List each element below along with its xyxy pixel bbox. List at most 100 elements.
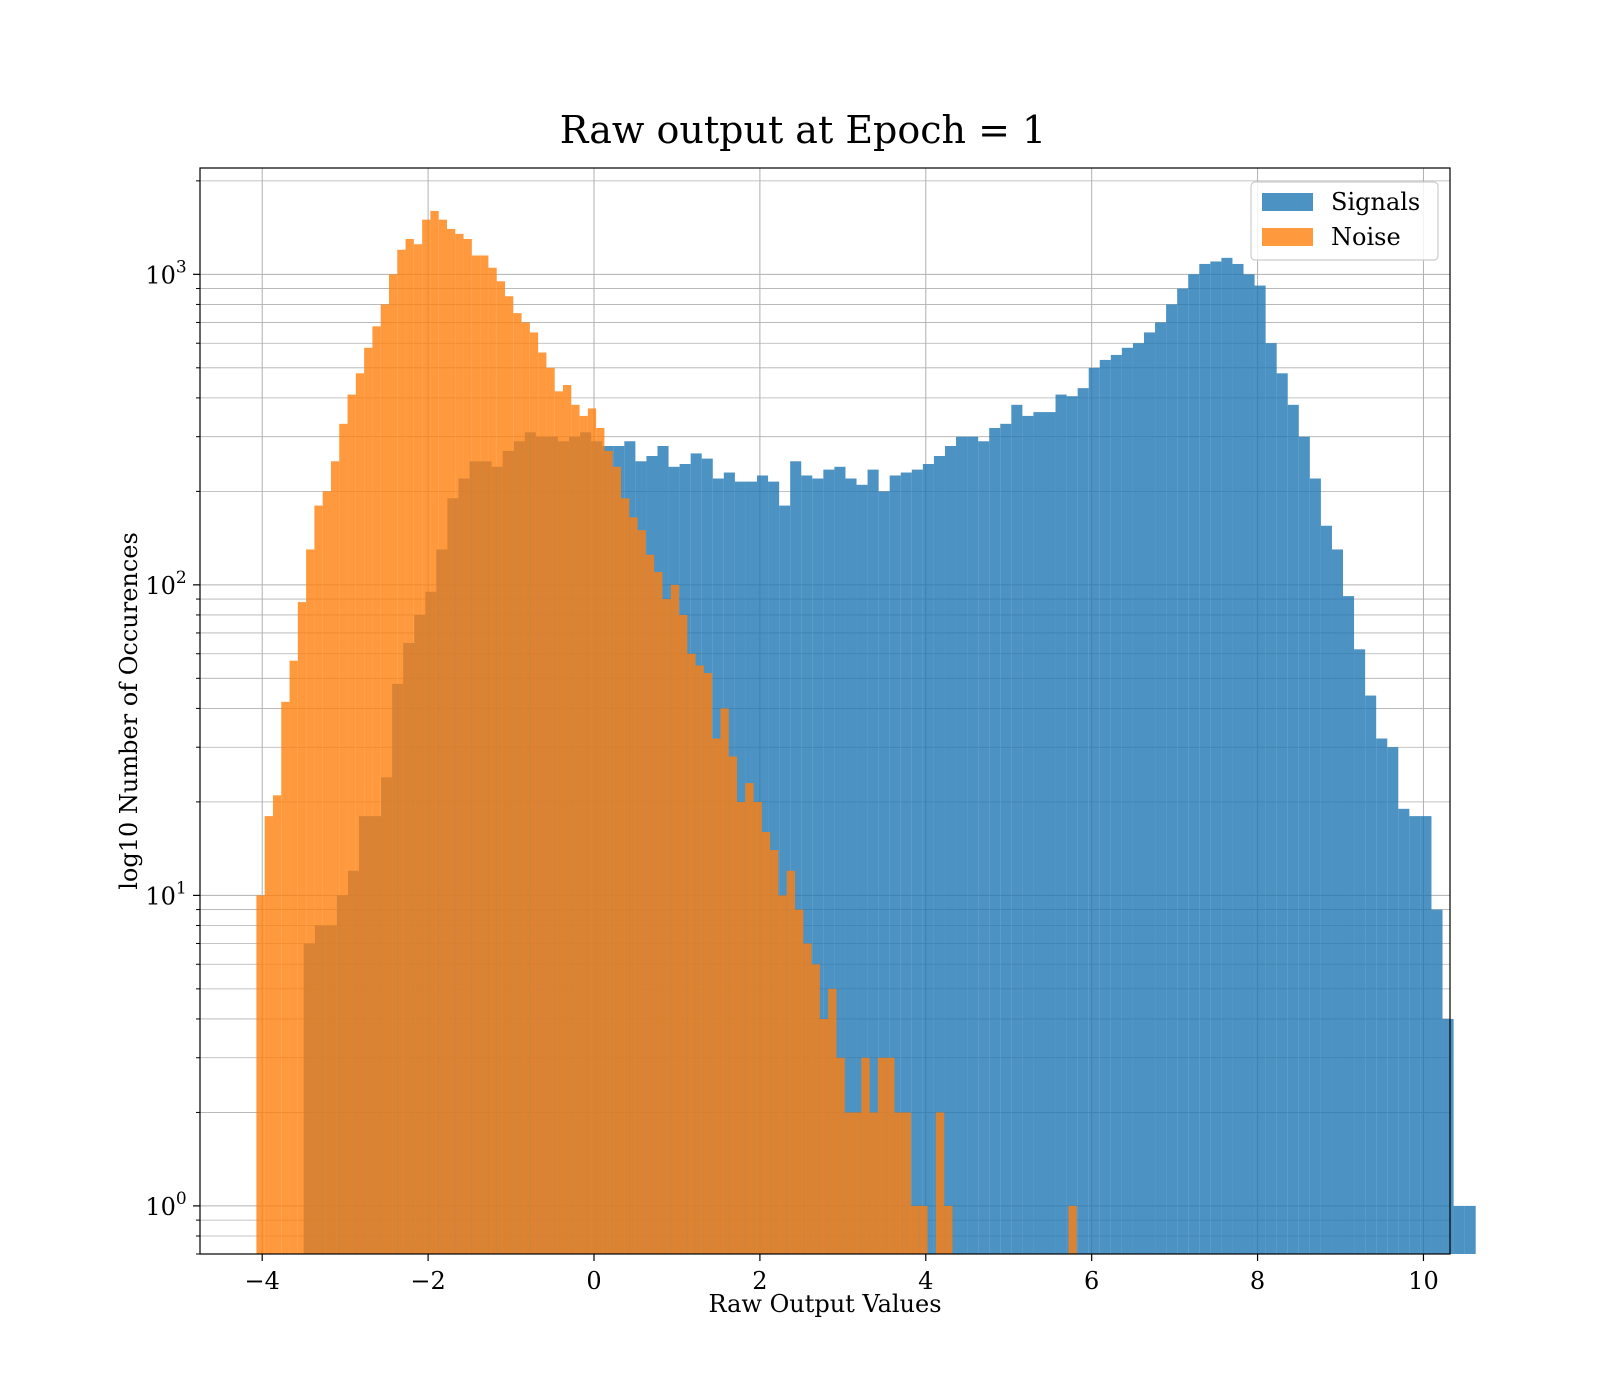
histogram-bar-noise	[703, 673, 713, 1254]
histogram-bar-signals	[989, 427, 1001, 1254]
x-axis-label: Raw Output Values	[708, 1290, 941, 1318]
x-tick-label: 10	[1408, 1267, 1439, 1295]
histogram-bar-noise	[272, 795, 282, 1254]
histogram-bar-noise	[645, 554, 655, 1254]
histogram-bar-signals	[1166, 304, 1178, 1254]
histogram-bar-signals	[834, 466, 846, 1255]
histogram-bar-signals	[1309, 478, 1321, 1254]
histogram-bar-noise	[935, 1112, 945, 1254]
histogram-bar-signals	[1420, 816, 1432, 1254]
histogram-bar-signals	[1143, 332, 1156, 1254]
histogram-bar-noise	[306, 549, 315, 1254]
x-tick-label: 8	[1250, 1267, 1265, 1295]
histogram-bar-signals	[1132, 343, 1144, 1254]
histogram-bar-noise	[388, 274, 398, 1254]
histogram-bar-noise	[1068, 1205, 1077, 1254]
y-tick-label: 102	[145, 568, 186, 600]
histogram-bar-signals	[1298, 436, 1310, 1254]
histogram-bar-noise	[289, 660, 298, 1254]
histogram-bar-noise	[397, 249, 406, 1254]
histogram-bar-noise	[745, 783, 754, 1254]
histogram-bar-noise	[786, 870, 796, 1254]
histogram-bar-signals	[1398, 808, 1410, 1254]
histogram-bar-noise	[795, 909, 804, 1254]
histogram-bar-noise	[687, 653, 696, 1254]
histogram-bar-noise	[455, 233, 464, 1254]
histogram-bar-noise	[562, 385, 572, 1254]
histogram-bar-signals	[944, 446, 957, 1254]
histogram-bar-signals	[1409, 816, 1421, 1254]
histogram-bar-noise	[679, 614, 688, 1254]
histogram-bar-noise	[761, 831, 771, 1254]
histogram-bar-noise	[836, 1057, 845, 1254]
histogram-bar-noise	[330, 461, 340, 1254]
histogram-bar-signals	[856, 484, 868, 1254]
y-tick-label: 103	[145, 257, 186, 289]
histogram-bar-noise	[604, 450, 613, 1255]
histogram-bar-noise	[488, 267, 497, 1254]
histogram-bar-signals	[1343, 596, 1355, 1254]
histogram-bar-signals	[1022, 415, 1034, 1254]
histogram-bar-noise	[844, 1112, 854, 1254]
histogram-bar-noise	[355, 373, 365, 1254]
histogram-bars	[256, 210, 1476, 1255]
histogram-bar-signals	[1077, 388, 1089, 1255]
y-tick-label: 101	[145, 878, 186, 910]
histogram-bar-noise	[853, 1112, 862, 1254]
histogram-bar-signals	[1232, 263, 1244, 1254]
histogram-bar-noise	[430, 210, 439, 1255]
histogram-bar-signals	[1354, 649, 1366, 1254]
histogram-bar-signals	[1442, 1018, 1454, 1254]
histogram-bar-noise	[554, 391, 563, 1254]
legend: Signals Noise	[1250, 181, 1439, 261]
histogram-bar-noise	[753, 801, 762, 1254]
histogram-bar-signals	[1265, 343, 1277, 1254]
histogram-bar-signals	[956, 436, 968, 1254]
y-axis-ticks: 100 101 102 103	[145, 180, 200, 1255]
histogram-bar-noise	[712, 738, 721, 1254]
y-tick-label: 100	[145, 1189, 186, 1221]
histogram-bar-noise	[380, 304, 389, 1254]
histogram-bar-noise	[513, 313, 522, 1255]
chart-title: Raw output at Epoch = 1	[560, 108, 1046, 152]
histogram-bar-signals	[1155, 322, 1167, 1254]
histogram-bar-signals	[1033, 412, 1045, 1254]
histogram-bar-signals	[878, 491, 890, 1254]
histogram-bar-noise	[546, 367, 555, 1255]
histogram-bar-noise	[297, 602, 307, 1254]
histogram-bar-noise	[314, 505, 323, 1254]
histogram-bar-signals	[1254, 285, 1266, 1255]
histogram-bar-noise	[480, 255, 489, 1255]
histogram-bar-noise	[670, 584, 680, 1254]
histogram-bar-noise	[504, 296, 514, 1254]
histogram-bar-signals	[1287, 404, 1299, 1255]
histogram-bar-noise	[372, 326, 381, 1255]
histogram-bar-signals	[1365, 695, 1377, 1254]
legend-label-noise: Noise	[1331, 223, 1401, 251]
histogram-bar-signals	[1431, 909, 1443, 1254]
histogram-bar-noise	[281, 701, 290, 1254]
histogram-bar-noise	[861, 1057, 870, 1254]
series-noise	[256, 210, 1077, 1255]
histogram-bar-signals	[1188, 274, 1200, 1254]
x-axis-ticks: −4 −2 0 2 4 6 8 10	[245, 1254, 1439, 1295]
histogram-bar-noise	[728, 756, 738, 1254]
histogram-bar-noise	[438, 219, 447, 1254]
histogram-bar-noise	[596, 427, 605, 1254]
histogram-bar-noise	[256, 895, 265, 1254]
histogram-bar-noise	[662, 599, 671, 1254]
histogram-bar-noise	[919, 1205, 928, 1254]
histogram-bar-noise	[770, 850, 779, 1254]
histogram-bar-signals	[1210, 261, 1222, 1254]
histogram-bar-noise	[778, 895, 787, 1254]
histogram-bar-noise	[902, 1112, 912, 1254]
histogram-bar-noise	[695, 665, 704, 1254]
histogram-bar-noise	[521, 322, 530, 1254]
histogram-bar-signals	[812, 478, 824, 1254]
histogram-bar-signals	[1320, 525, 1332, 1254]
x-tick-label: 6	[1084, 1267, 1099, 1295]
histogram-bar-noise	[877, 1057, 887, 1254]
histogram-bar-noise	[405, 238, 414, 1254]
histogram-bar-signals	[1243, 274, 1255, 1254]
histogram-bar-noise	[621, 498, 630, 1254]
